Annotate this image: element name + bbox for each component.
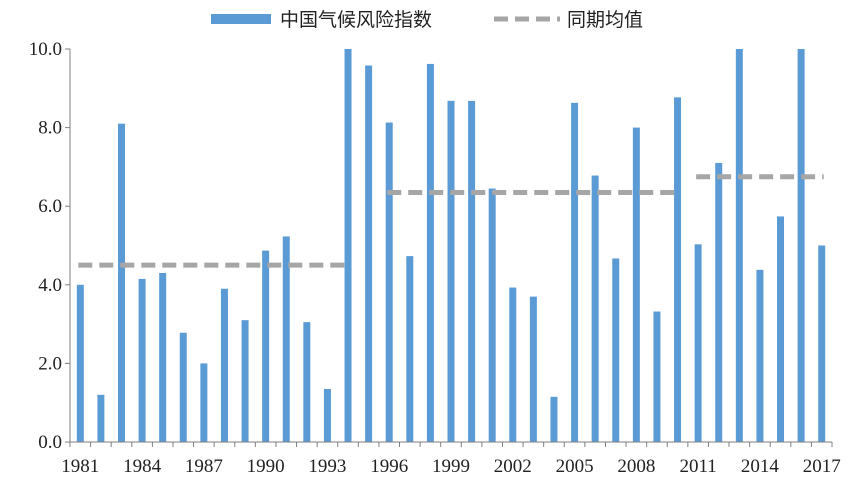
x-tick-label: 1984 bbox=[123, 456, 162, 477]
bar-1999 bbox=[447, 100, 455, 442]
plot-area: 0.0 2.0 4.0 6.0 8.0 10.0 1981 1984 1987 1990 1993 1… bbox=[29, 39, 841, 477]
x-tick-label: 2017 bbox=[803, 456, 841, 477]
x-tick-label: 1999 bbox=[432, 456, 470, 477]
bar-1997 bbox=[406, 256, 414, 442]
bar-1990 bbox=[262, 250, 270, 442]
x-tick-label: 1981 bbox=[61, 456, 99, 477]
bar-2010 bbox=[674, 97, 682, 443]
x-tick-label: 2011 bbox=[679, 456, 716, 477]
bar-2008 bbox=[632, 127, 640, 442]
bar-2011 bbox=[694, 244, 702, 442]
bar-2001 bbox=[488, 188, 496, 442]
x-tick-label: 2008 bbox=[617, 456, 655, 477]
bar-2003 bbox=[529, 296, 537, 442]
x-tick-label: 2014 bbox=[741, 456, 780, 477]
bar-2016 bbox=[797, 49, 805, 442]
x-tick-label: 1993 bbox=[308, 456, 346, 477]
bar-1992 bbox=[303, 322, 311, 442]
bar-2000 bbox=[468, 100, 476, 442]
x-tick-label: 2005 bbox=[556, 456, 594, 477]
x-tick-label: 2002 bbox=[494, 456, 532, 477]
bar-1989 bbox=[241, 320, 249, 442]
bar-1985 bbox=[159, 273, 167, 442]
bar-2005 bbox=[571, 102, 579, 442]
bar-1986 bbox=[179, 332, 187, 442]
bar-1994 bbox=[344, 49, 352, 442]
bar-1983 bbox=[117, 123, 125, 443]
bar-1981 bbox=[76, 284, 84, 442]
bar-2013 bbox=[735, 49, 743, 442]
bar-2017 bbox=[818, 245, 826, 442]
bar-2014 bbox=[756, 269, 764, 442]
legend: 中国气候风险指数 同期均值 bbox=[211, 9, 643, 31]
bar-1987 bbox=[200, 363, 208, 442]
y-tick-label: 8.0 bbox=[38, 118, 62, 139]
bar-2007 bbox=[612, 258, 620, 442]
bar-1995 bbox=[365, 65, 373, 443]
bar-1991 bbox=[282, 236, 290, 442]
bar-1993 bbox=[323, 388, 331, 442]
y-tick-label: 6.0 bbox=[38, 196, 62, 217]
bar-1982 bbox=[97, 394, 105, 442]
bar-1988 bbox=[220, 288, 228, 442]
bar-1998 bbox=[426, 63, 434, 443]
legend-line-label: 同期均值 bbox=[567, 9, 643, 31]
bar-2009 bbox=[653, 311, 661, 442]
x-tick-label: 1996 bbox=[370, 456, 408, 477]
y-tick-label: 10.0 bbox=[29, 39, 62, 60]
y-tick-label: 4.0 bbox=[38, 275, 62, 296]
legend-bar-label: 中国气候风险指数 bbox=[280, 9, 432, 31]
bar-2006 bbox=[591, 175, 599, 442]
bar-2002 bbox=[509, 287, 517, 442]
bar-1996 bbox=[385, 122, 393, 442]
bar-1984 bbox=[138, 278, 146, 442]
x-tick-label: 1990 bbox=[247, 456, 285, 477]
y-tick-label: 2.0 bbox=[38, 353, 62, 374]
legend-bar-swatch bbox=[211, 14, 271, 24]
y-tick-label: 0.0 bbox=[38, 432, 62, 453]
x-tick-label: 1987 bbox=[185, 456, 223, 477]
bar-2012 bbox=[715, 162, 723, 442]
bar-2004 bbox=[550, 396, 558, 442]
bar-2015 bbox=[777, 216, 785, 442]
